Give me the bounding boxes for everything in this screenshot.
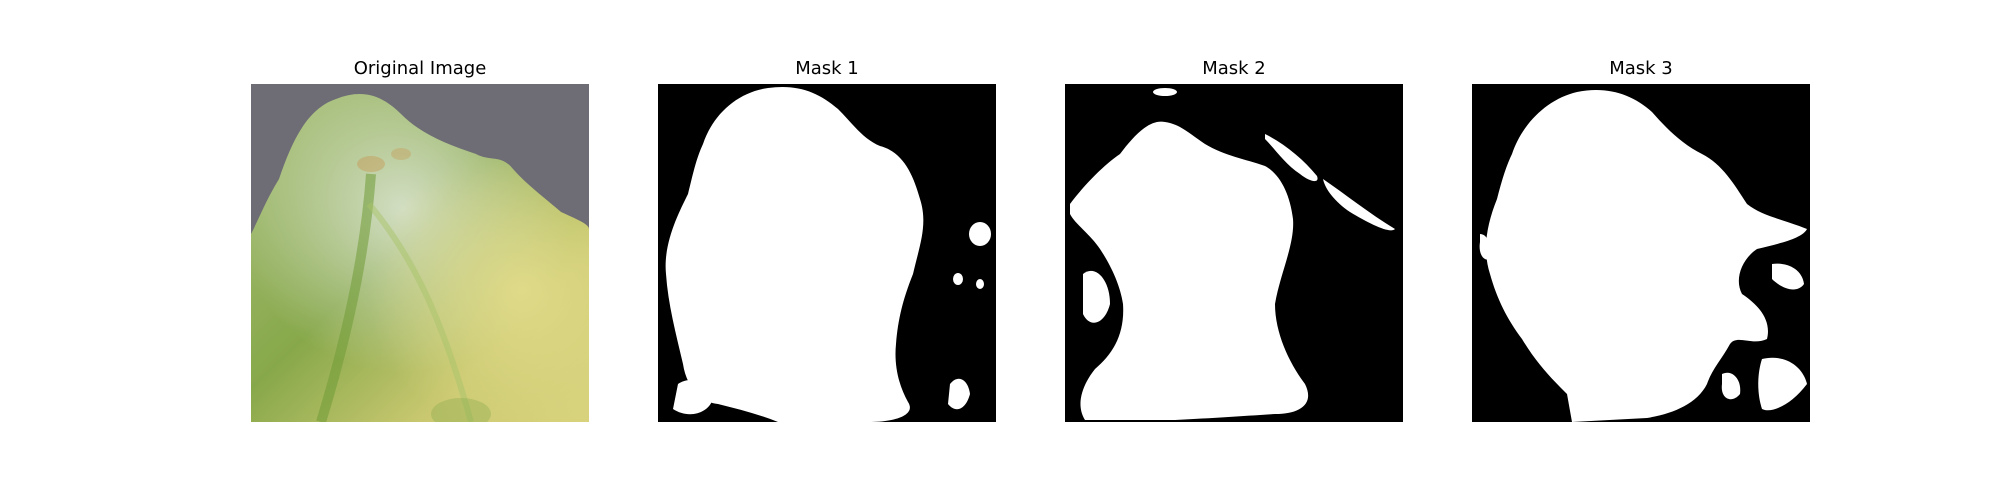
- leaf-spot: [431, 398, 491, 422]
- mask-1-region: [665, 86, 924, 422]
- original-image-panel: [251, 84, 589, 422]
- mask-1-image: [658, 84, 996, 422]
- leaf-spot: [357, 156, 385, 172]
- mask-3-title: Mask 3: [1609, 58, 1673, 79]
- mask-3-panel: [1472, 84, 1810, 422]
- mask-3-region: [1486, 90, 1807, 422]
- leaf-vein: [366, 202, 474, 422]
- mask-2-panel: [1065, 84, 1403, 422]
- mask-2-region: [1070, 121, 1309, 420]
- mask-3-image: [1472, 84, 1810, 422]
- original-image-title: Original Image: [353, 58, 487, 79]
- leaf-yellow-region: [251, 94, 589, 422]
- leaf-spot: [391, 148, 411, 160]
- mask-2-image: [1065, 84, 1403, 422]
- leaf-vein: [316, 173, 376, 422]
- mask-1-title: Mask 1: [795, 58, 859, 79]
- mask-2-title: Mask 2: [1202, 58, 1266, 79]
- leaf-photo: [251, 84, 589, 422]
- mask-1-panel: [658, 84, 996, 422]
